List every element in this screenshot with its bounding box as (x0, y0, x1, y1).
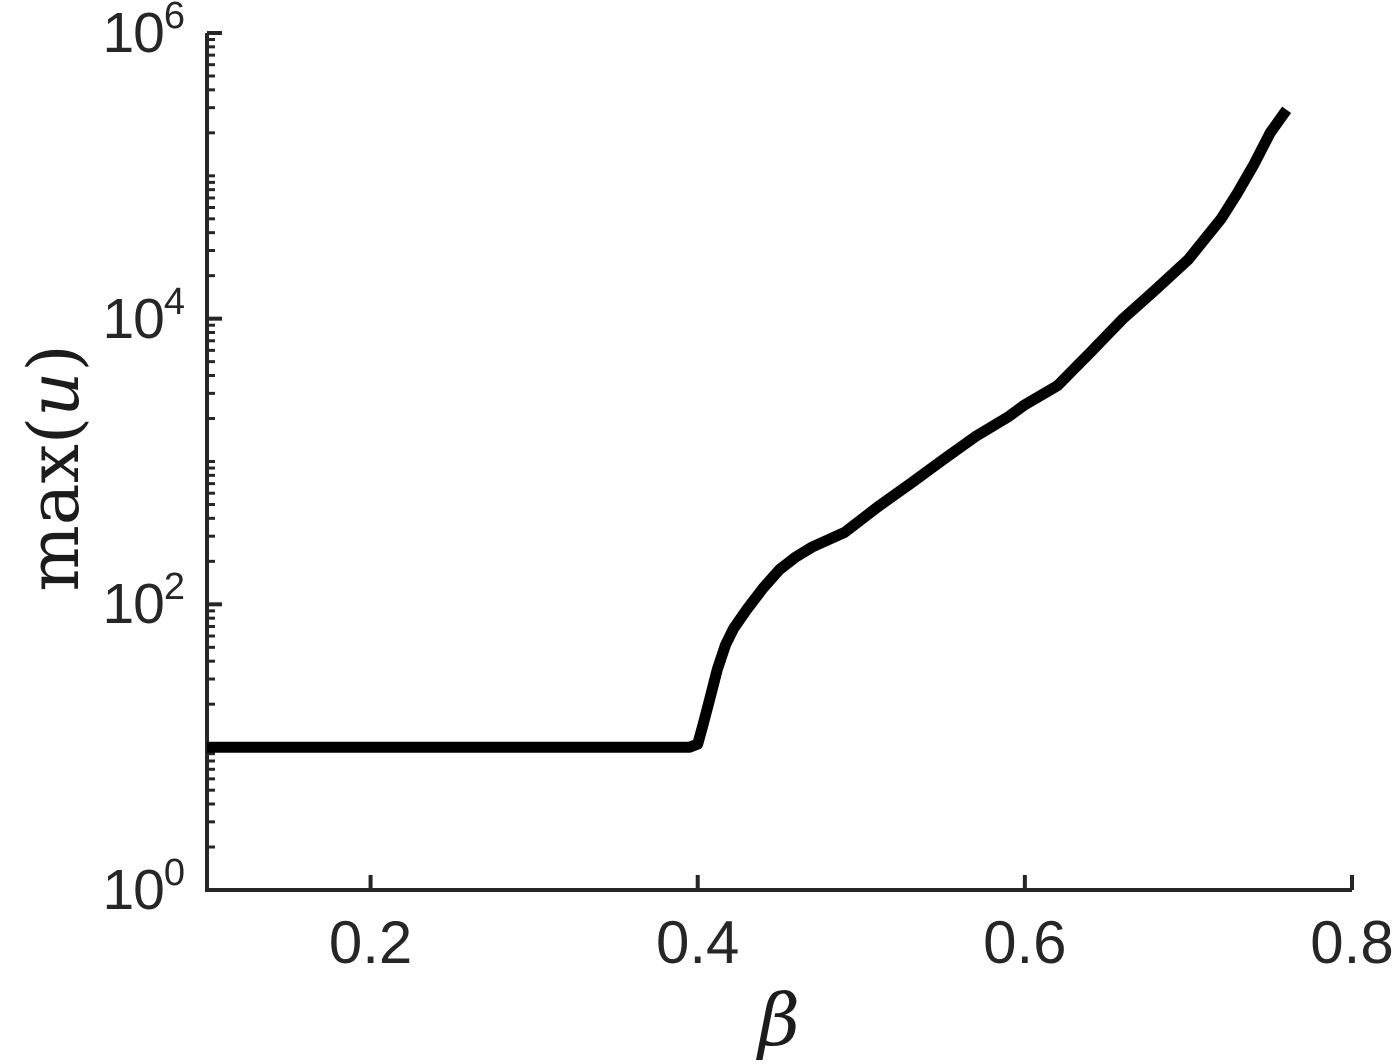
axis-spines (205, 33, 1352, 892)
y-tick-label: 106 (102, 0, 185, 65)
series-line (207, 106, 1292, 753)
y-axis-label-variable: u (13, 371, 95, 417)
x-axis-label: β (758, 978, 800, 1062)
y-axis-label: max(u) (13, 344, 95, 591)
y-axis-label-suffix: ) (13, 344, 95, 372)
x-tick-label: 0.4 (655, 909, 740, 976)
x-tick-label: 0.6 (983, 909, 1067, 976)
x-tick-label: 0.8 (1310, 909, 1393, 976)
y-axis-label-prefix: max( (13, 416, 95, 592)
data-curve (207, 106, 1292, 753)
y-tick-label: 104 (102, 280, 185, 351)
y-tick-label: 100 (102, 852, 185, 922)
axis-line (205, 33, 1352, 892)
x-tick-label: 0.2 (328, 909, 413, 976)
y-tick-label: 102 (102, 566, 185, 637)
axis-ticks (207, 31, 1354, 892)
